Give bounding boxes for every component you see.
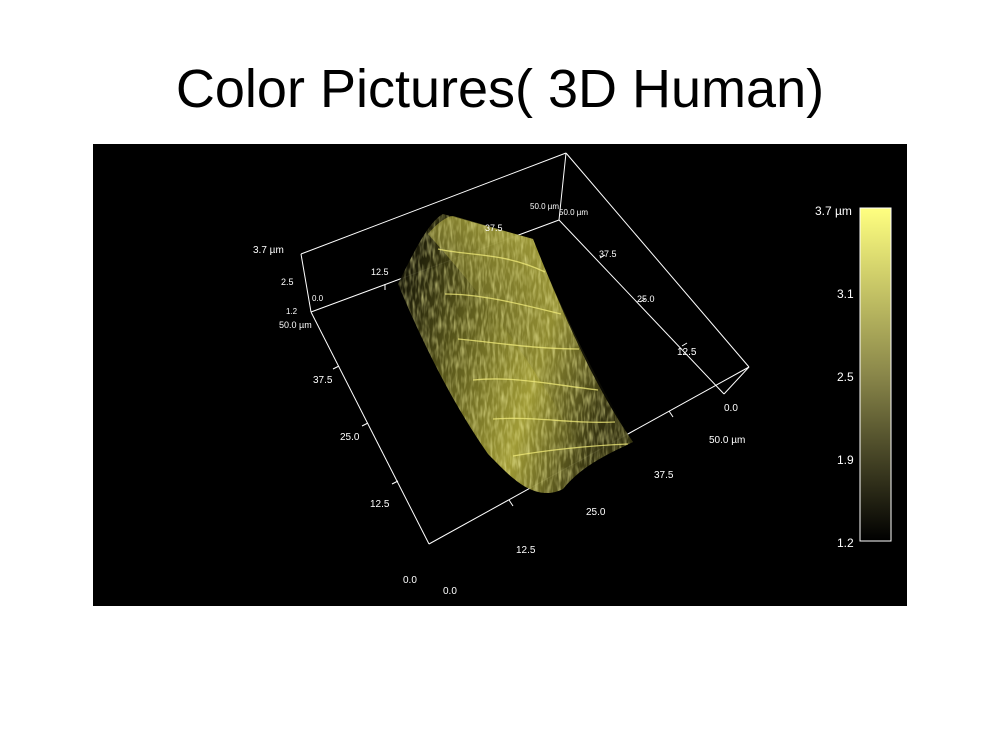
x-axis-label: 25.0: [586, 507, 606, 518]
height-colorbar: 3.7 µm 3.1 2.5 1.9 1.2: [815, 204, 891, 550]
colorbar-top-label: 3.7 µm: [815, 204, 852, 218]
z-axis-label: 0.0: [312, 294, 324, 303]
y-axis-label: 25.0: [340, 432, 360, 443]
afm-3d-render: 3.7 µm 2.5 1.2 0.0 50.0 µm 37.5 25.0 12.…: [93, 144, 907, 606]
x-axis-label: 12.5: [516, 545, 536, 556]
y-axis-label: 37.5: [313, 375, 333, 386]
y-axis-label: 0.0: [403, 575, 417, 586]
afm-3d-view: 3.7 µm 2.5 1.2 0.0 50.0 µm 37.5 25.0 12.…: [93, 144, 907, 606]
x-axis-label: 37.5: [654, 470, 674, 481]
y-axis-label: 50.0 µm: [279, 320, 312, 330]
x-axis-back-label: 50.0 µm: [559, 208, 588, 217]
z-axis-label: 2.5: [281, 277, 294, 287]
colorbar-tick-label: 1.2: [837, 536, 854, 550]
y-axis-back-label: 37.5: [485, 223, 503, 233]
z-axis-label-top: 3.7 µm: [253, 245, 284, 256]
colorbar-tick-label: 1.9: [837, 453, 854, 467]
y-axis-back-label: 50.0 µm: [530, 202, 559, 211]
x-axis-label: 50.0 µm: [709, 435, 745, 446]
x-axis-label: 0.0: [443, 586, 457, 597]
x-axis-back-label: 37.5: [599, 249, 617, 259]
x-axis-back-label: 0.0: [724, 403, 738, 414]
y-axis-back-label: 12.5: [371, 267, 389, 277]
colorbar-tick-label: 3.1: [837, 287, 854, 301]
slide-title: Color Pictures( 3D Human): [0, 58, 1000, 120]
colorbar-tick-label: 2.5: [837, 370, 854, 384]
z-axis-label: 1.2: [286, 307, 298, 316]
x-axis-back-label: 12.5: [677, 347, 697, 358]
x-axis-back-label: 25.0: [637, 294, 655, 304]
hair-surface: [398, 214, 633, 493]
y-axis-label: 12.5: [370, 499, 390, 510]
